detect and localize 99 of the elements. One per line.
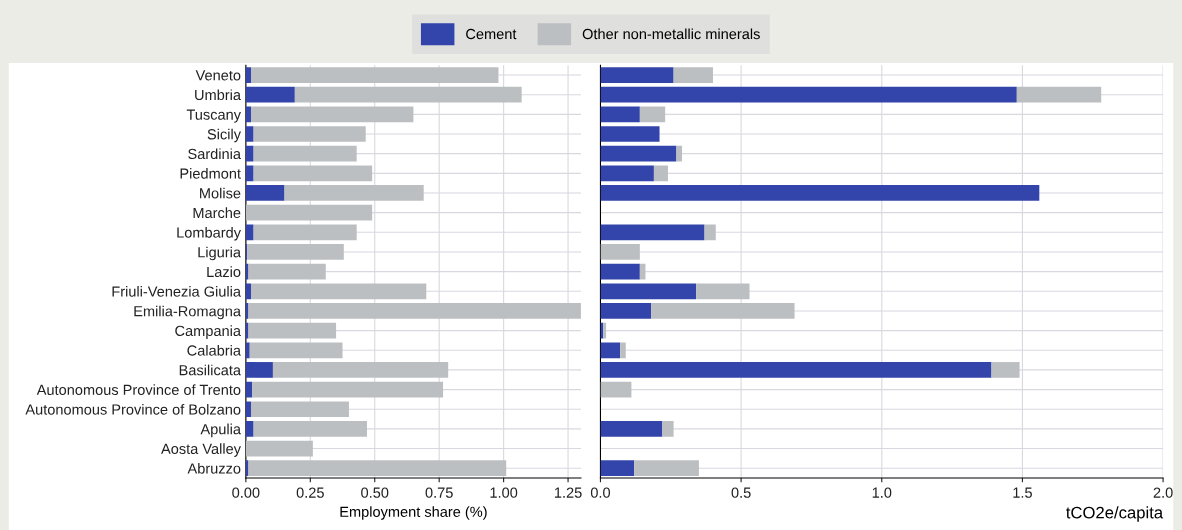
bar bbox=[651, 303, 795, 319]
bar bbox=[245, 224, 254, 241]
bar bbox=[245, 342, 250, 359]
x-tick-label: 1.0 bbox=[872, 487, 892, 498]
bar bbox=[600, 381, 632, 398]
y-tick-label: Piedmont bbox=[180, 168, 241, 179]
x-tick-label: 0.50 bbox=[361, 487, 389, 498]
bar bbox=[600, 303, 652, 319]
bar bbox=[634, 460, 699, 477]
y-tick-label: Autonomous Province of Bolzano bbox=[25, 403, 241, 415]
bar bbox=[600, 263, 640, 280]
y-tick-label: Liguria bbox=[198, 246, 241, 261]
bar bbox=[245, 185, 285, 201]
y-tick-label: Molise bbox=[200, 187, 241, 199]
bar bbox=[639, 106, 666, 123]
y-tick-label: Lazio bbox=[207, 266, 241, 278]
bar bbox=[600, 86, 1017, 103]
bar bbox=[284, 185, 424, 201]
bar bbox=[248, 460, 507, 477]
bar bbox=[272, 362, 449, 378]
y-tick-label: Abruzzo bbox=[187, 462, 241, 474]
bar bbox=[245, 126, 254, 142]
bar bbox=[673, 67, 713, 83]
y-tick-label: Apulia bbox=[200, 423, 241, 438]
x-axis-title: Employment share (%) bbox=[340, 506, 487, 520]
bar bbox=[245, 421, 254, 437]
bar bbox=[600, 460, 635, 477]
bar bbox=[249, 342, 343, 359]
bar bbox=[251, 283, 427, 300]
x-tick-label: 1.00 bbox=[490, 487, 518, 498]
bar bbox=[251, 67, 499, 83]
y-tick-label: Aosta Valley bbox=[161, 443, 241, 457]
bar bbox=[245, 165, 254, 182]
bar bbox=[991, 362, 1020, 378]
y-tick-label: Basilicata bbox=[179, 364, 241, 376]
y-tick-label: Calabria bbox=[187, 344, 241, 356]
bar bbox=[253, 421, 368, 437]
bar bbox=[676, 145, 683, 162]
bar bbox=[245, 440, 313, 457]
y-tick-label: Friuli-Venezia Giulia bbox=[112, 286, 241, 297]
y-tick-label: Sardinia bbox=[188, 148, 241, 160]
x-tick-label: 0.5 bbox=[731, 487, 751, 498]
bar bbox=[704, 224, 716, 241]
bar bbox=[245, 362, 273, 378]
bar bbox=[247, 244, 344, 260]
y-tick-label: Veneto bbox=[195, 70, 241, 81]
x-tick-label: 0.75 bbox=[425, 487, 453, 498]
bar bbox=[245, 204, 373, 221]
bar bbox=[600, 362, 992, 378]
bar bbox=[253, 126, 366, 142]
bar bbox=[600, 185, 1040, 201]
bar bbox=[696, 283, 750, 300]
bar bbox=[600, 126, 660, 142]
bar bbox=[600, 165, 654, 182]
bar bbox=[600, 106, 640, 123]
x-tick-label: 0.00 bbox=[232, 487, 260, 498]
bar bbox=[600, 244, 640, 260]
bar bbox=[248, 263, 326, 280]
bar bbox=[653, 165, 668, 182]
bar bbox=[294, 86, 522, 103]
bar bbox=[253, 165, 373, 182]
bar bbox=[245, 401, 252, 418]
y-tick-label: Emilia-Romagna bbox=[134, 305, 241, 320]
y-tick-label: Marche bbox=[193, 207, 241, 219]
bar bbox=[600, 224, 705, 241]
bar bbox=[245, 283, 252, 300]
bar bbox=[600, 421, 663, 437]
bar bbox=[600, 145, 677, 162]
bar bbox=[251, 401, 349, 418]
y-tick-label: Sicily bbox=[207, 128, 241, 143]
bar bbox=[662, 421, 674, 437]
y-tick-label: Umbria bbox=[195, 89, 241, 101]
legend-label: Cement bbox=[466, 28, 517, 40]
x-tick-label: 0.25 bbox=[296, 487, 324, 498]
bar bbox=[245, 67, 252, 83]
bar bbox=[253, 224, 357, 241]
x-tick-label: 2.0 bbox=[1153, 487, 1173, 498]
x-axis-title: tCO2e/capita bbox=[1066, 506, 1164, 522]
bar bbox=[251, 106, 414, 123]
y-tick-label: Lombardy bbox=[177, 227, 241, 241]
x-tick-label: 0.0 bbox=[590, 487, 611, 498]
bar bbox=[1016, 86, 1102, 103]
bar bbox=[245, 106, 252, 123]
bar bbox=[253, 145, 357, 162]
bar bbox=[600, 283, 697, 300]
y-tick-label: Campania bbox=[175, 325, 241, 339]
bar bbox=[600, 342, 621, 359]
y-tick-label: Tuscany bbox=[186, 109, 241, 123]
bar bbox=[248, 303, 581, 319]
x-tick-label: 1.5 bbox=[1013, 487, 1032, 498]
bar bbox=[252, 381, 444, 398]
y-tick-label: Autonomous Province of Trento bbox=[36, 384, 241, 396]
bar bbox=[245, 86, 295, 103]
bar bbox=[600, 67, 674, 83]
x-tick-label: 1.25 bbox=[554, 487, 582, 498]
bar bbox=[248, 322, 337, 339]
bar bbox=[245, 145, 254, 162]
bar bbox=[620, 342, 626, 359]
legend-label: Other non-metallic minerals bbox=[582, 28, 760, 40]
